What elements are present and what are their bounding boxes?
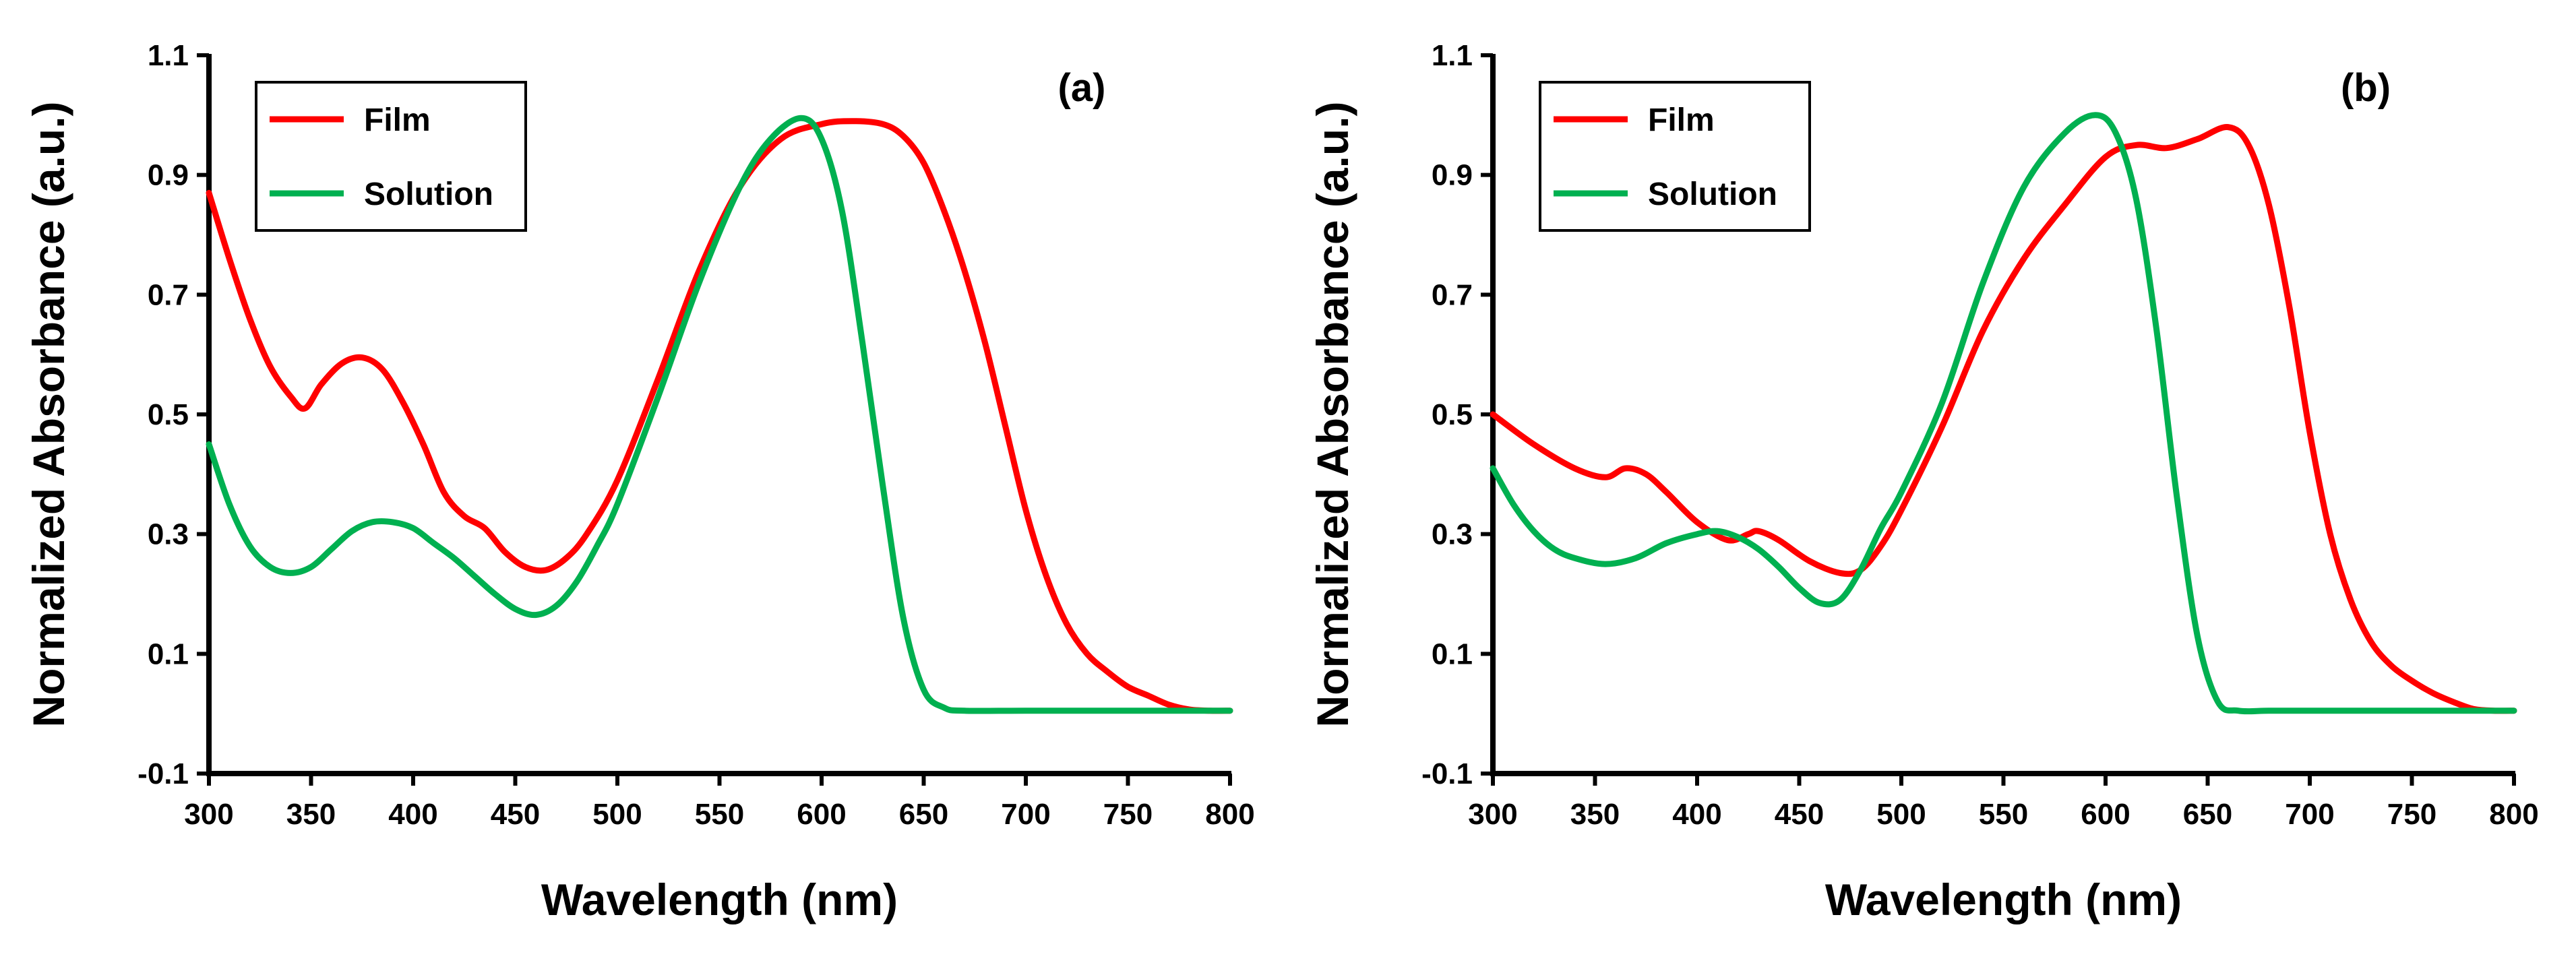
x-tick-label: 750 — [2387, 798, 2436, 831]
series-line-solution — [206, 115, 1233, 714]
y-axis-title: Normalized Absorbance (a.u.) — [24, 101, 73, 727]
y-axis-title: Normalized Absorbance (a.u.) — [1308, 101, 1357, 727]
x-axis-title: Wavelength (nm) — [1825, 875, 2182, 924]
legend-label-film: Film — [1648, 102, 1715, 138]
legend-label-solution: Solution — [364, 177, 493, 212]
x-tick-label: 800 — [1205, 798, 1254, 831]
y-tick-label: -0.1 — [137, 757, 189, 790]
x-tick-label: 650 — [899, 798, 948, 831]
x-tick-label: 300 — [1468, 798, 1517, 831]
y-tick-label: 0.5 — [148, 398, 189, 431]
x-tick-label: 400 — [388, 798, 437, 831]
y-tick-label: 0.1 — [1432, 637, 1473, 670]
y-tick-label: 0.3 — [1432, 518, 1473, 551]
y-tick-label: 1.1 — [148, 39, 189, 72]
y-tick-label: 0.9 — [1432, 159, 1473, 192]
legend: Film Solution — [1539, 81, 1811, 232]
chart-panel-a: -0.1 0.1 0.3 0.5 0.7 0.9 1.1 300 350 400 450 500 550… — [24, 39, 1255, 924]
x-tick-label: 350 — [1570, 798, 1620, 831]
legend-box — [1539, 81, 1811, 232]
x-tick-label: 700 — [1001, 798, 1050, 831]
legend-box — [255, 81, 527, 232]
legend: Film Solution — [255, 81, 527, 232]
panel-label: (a) — [1058, 66, 1106, 110]
series-line-film — [206, 118, 1233, 714]
x-axis-title: Wavelength (nm) — [541, 875, 898, 924]
x-tick-label: 300 — [184, 798, 233, 831]
x-tick-label: 750 — [1103, 798, 1153, 831]
y-tick-label: 0.7 — [148, 278, 189, 311]
x-tick-label: 600 — [2081, 798, 2130, 831]
x-tick-label: 550 — [695, 798, 744, 831]
series-line-solution — [1490, 112, 2517, 715]
x-tick-label: 650 — [2183, 798, 2232, 831]
chart-panel-b: -0.1 0.1 0.3 0.5 0.7 0.9 1.1 300 350 400 450 500 550… — [1308, 39, 2539, 924]
x-tick-label: 600 — [797, 798, 846, 831]
y-tick-label: -0.1 — [1421, 757, 1473, 790]
legend-label-solution: Solution — [1648, 177, 1777, 212]
x-tick-label: 800 — [2489, 798, 2538, 831]
series-line-film — [1490, 124, 2517, 714]
legend-label-film: Film — [364, 102, 431, 138]
y-tick-label: 1.1 — [1432, 39, 1473, 72]
y-tick-label: 0.3 — [148, 518, 189, 551]
panel-label: (b) — [2341, 66, 2391, 110]
y-tick-label: 0.9 — [148, 159, 189, 192]
x-tick-label: 700 — [2285, 798, 2334, 831]
x-tick-label: 500 — [1876, 798, 1926, 831]
x-tick-label: 350 — [286, 798, 336, 831]
x-tick-label: 450 — [1775, 798, 1824, 831]
x-tick-label: 500 — [592, 798, 642, 831]
y-tick-label: 0.5 — [1432, 398, 1473, 431]
x-tick-label: 400 — [1672, 798, 1721, 831]
x-tick-label: 450 — [491, 798, 540, 831]
x-tick-label: 550 — [1979, 798, 2028, 831]
y-tick-label: 0.1 — [148, 637, 189, 670]
y-tick-label: 0.7 — [1432, 278, 1473, 311]
